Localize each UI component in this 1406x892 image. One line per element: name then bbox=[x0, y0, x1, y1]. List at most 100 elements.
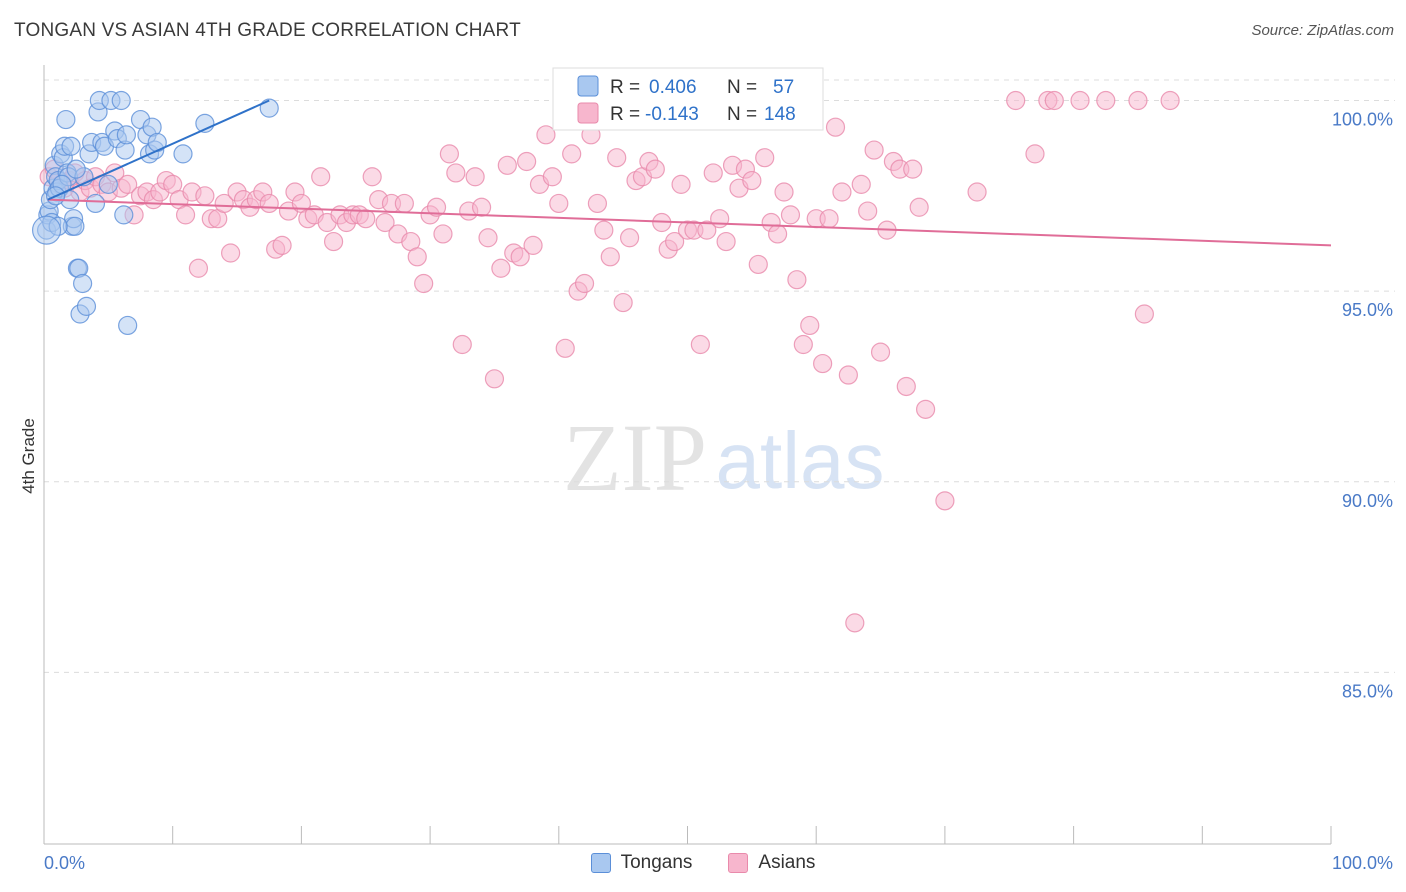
stats-legend-r-label-tongans: R = bbox=[610, 77, 640, 98]
asians-point bbox=[478, 228, 498, 248]
y-tick-labels: 85.0% 90.0% 95.0% 100.0% bbox=[1332, 110, 1393, 702]
asians-point bbox=[375, 212, 395, 233]
asians-point bbox=[619, 228, 640, 248]
asians-trend-line bbox=[47, 198, 1332, 247]
asians-point bbox=[439, 144, 460, 164]
y-tick-label: 85.0% bbox=[1342, 681, 1393, 701]
tongans-point bbox=[85, 193, 106, 214]
asians-point bbox=[838, 365, 858, 385]
asians-point bbox=[426, 197, 447, 217]
asians-point bbox=[870, 342, 891, 362]
tongans-point bbox=[259, 98, 279, 118]
asians-point bbox=[851, 174, 871, 194]
asians-point bbox=[433, 224, 453, 244]
x-tick-label: 100.0% bbox=[1332, 853, 1393, 873]
asians-point bbox=[452, 334, 472, 355]
asians-point bbox=[665, 231, 685, 252]
asians-point bbox=[793, 334, 813, 355]
series-tongans bbox=[31, 90, 279, 336]
stats-legend-n-label-tongans: N = bbox=[727, 77, 757, 98]
asians-point bbox=[748, 254, 768, 275]
asians-point bbox=[903, 159, 923, 179]
y-axis-label: 4th Grade bbox=[19, 418, 38, 494]
asians-point bbox=[780, 205, 801, 225]
asians-point bbox=[542, 167, 562, 187]
asians-point bbox=[690, 334, 710, 355]
stats-legend-r-value-asians: -0.143 bbox=[645, 104, 699, 125]
asians-point bbox=[311, 167, 331, 187]
watermark: ZIP atlas bbox=[563, 404, 884, 511]
stats-legend-n-value-tongans: 57 bbox=[773, 77, 794, 98]
asians-point bbox=[175, 205, 196, 225]
bottom-legend: Tongans Asians bbox=[0, 852, 1406, 874]
asians-point bbox=[497, 155, 517, 175]
tongans-point bbox=[98, 174, 118, 194]
asians-point bbox=[517, 151, 537, 172]
asians-point bbox=[188, 258, 209, 278]
asians-point bbox=[774, 182, 794, 202]
asians-point bbox=[1128, 90, 1148, 111]
chart-source: Source: ZipAtlas.com bbox=[1251, 22, 1394, 39]
asians-point bbox=[710, 209, 730, 229]
asians-point bbox=[896, 376, 916, 397]
watermark-atlas: atlas bbox=[716, 416, 885, 505]
asians-point bbox=[1044, 90, 1064, 111]
stats-legend-swatch-asians bbox=[577, 102, 599, 124]
stats-legend-r-label-asians: R = bbox=[610, 104, 640, 125]
legend-label-asians: Asians bbox=[758, 852, 816, 873]
asians-point bbox=[755, 148, 775, 168]
asians-point bbox=[221, 243, 241, 263]
asians-point bbox=[362, 167, 382, 187]
tongans-point bbox=[173, 144, 193, 164]
tongans-point bbox=[65, 216, 85, 236]
legend-label-tongans: Tongans bbox=[620, 852, 693, 873]
asians-point bbox=[600, 247, 620, 267]
tongans-point bbox=[66, 159, 86, 179]
x-tick-label: 0.0% bbox=[44, 853, 85, 873]
tongans-point-large bbox=[31, 215, 62, 245]
legend-item-asians: Asians bbox=[728, 852, 815, 874]
tongans-point bbox=[61, 136, 81, 156]
tongans-point bbox=[116, 125, 136, 145]
asians-point bbox=[697, 220, 717, 240]
asians-point bbox=[767, 224, 788, 244]
asians-point bbox=[214, 193, 234, 214]
asians-point bbox=[864, 140, 884, 160]
asians-point bbox=[394, 193, 414, 214]
x-tick-labels: 0.0% 100.0% bbox=[44, 853, 1393, 873]
asians-point bbox=[825, 117, 846, 137]
stats-legend-r-value-tongans: 0.406 bbox=[649, 77, 697, 98]
asians-point bbox=[323, 231, 344, 252]
asians-point bbox=[356, 209, 376, 229]
legend-swatch-tongans bbox=[590, 853, 611, 873]
asians-point bbox=[523, 235, 543, 255]
asians-point bbox=[465, 167, 485, 187]
legend-item-tongans: Tongans bbox=[590, 852, 693, 874]
trend-lines bbox=[47, 99, 1332, 247]
stats-legend: R = 0.406 N = 57 R = -0.143 N = 148 bbox=[552, 67, 824, 131]
tongans-trend-line bbox=[47, 99, 270, 201]
asians-point bbox=[555, 338, 575, 358]
y-tick-label: 100.0% bbox=[1332, 110, 1393, 130]
asians-point bbox=[716, 231, 736, 252]
watermark-zip: ZIP bbox=[563, 404, 707, 511]
asians-point bbox=[446, 163, 466, 183]
asians-point bbox=[613, 292, 633, 313]
tongans-point bbox=[114, 205, 134, 225]
asians-point bbox=[259, 193, 279, 214]
asians-point bbox=[935, 491, 955, 511]
tongans-point bbox=[76, 296, 97, 316]
asians-point bbox=[909, 197, 929, 217]
asians-point bbox=[484, 369, 505, 389]
asians-point bbox=[1134, 304, 1154, 324]
asians-point bbox=[845, 613, 865, 633]
asians-point bbox=[703, 163, 723, 183]
asians-point bbox=[1006, 90, 1026, 111]
asians-point bbox=[819, 209, 839, 229]
asians-point bbox=[1070, 90, 1090, 111]
asians-point bbox=[562, 144, 582, 164]
asians-point bbox=[272, 235, 292, 255]
asians-point bbox=[967, 182, 987, 202]
asians-point bbox=[645, 159, 665, 179]
asians-point bbox=[671, 174, 691, 194]
